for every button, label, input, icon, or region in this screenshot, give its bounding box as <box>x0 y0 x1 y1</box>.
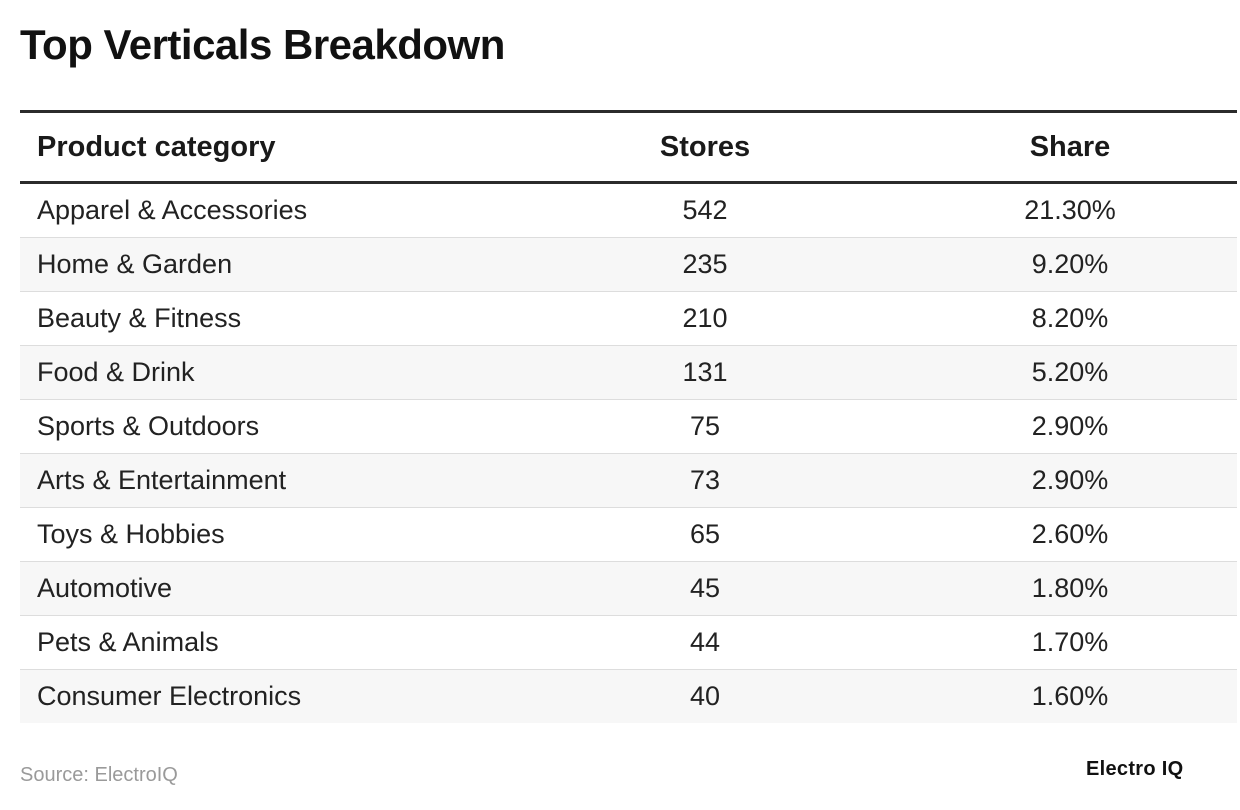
cell-share: 2.90% <box>1031 465 1109 495</box>
cell-share: 9.20% <box>1031 249 1109 279</box>
table-row: Sports & Outdoors 75 2.90% <box>20 400 1237 454</box>
cell-category: Consumer Electronics <box>37 681 302 711</box>
cell-stores: 542 <box>682 195 728 225</box>
cell-category: Toys & Hobbies <box>37 519 225 549</box>
cell-category: Sports & Outdoors <box>37 411 260 441</box>
cell-stores: 65 <box>689 519 721 549</box>
cell-stores: 75 <box>689 411 721 441</box>
cell-category: Arts & Entertainment <box>37 465 287 495</box>
cell-share: 1.70% <box>1031 627 1109 657</box>
header-stores: Stores <box>659 130 751 163</box>
cell-stores: 131 <box>682 357 728 387</box>
verticals-table: Product category Stores Share Apparel & … <box>20 110 1237 723</box>
cell-share: 1.80% <box>1031 573 1109 603</box>
cell-share: 1.60% <box>1031 681 1109 711</box>
cell-share: 2.90% <box>1031 411 1109 441</box>
cell-stores: 235 <box>682 249 728 279</box>
table-row: Beauty & Fitness 210 8.20% <box>20 292 1237 346</box>
cell-share: 21.30% <box>1024 195 1116 225</box>
table-row: Arts & Entertainment 73 2.90% <box>20 453 1237 508</box>
cell-stores: 210 <box>682 303 728 333</box>
cell-stores: 40 <box>689 681 721 711</box>
cell-category: Automotive <box>37 573 173 603</box>
table-row: Toys & Hobbies 65 2.60% <box>20 508 1237 562</box>
table-row: Food & Drink 131 5.20% <box>20 345 1237 400</box>
table-row: Automotive 45 1.80% <box>20 561 1237 616</box>
table-row: Pets & Animals 44 1.70% <box>20 616 1237 670</box>
cell-share: 2.60% <box>1031 519 1109 549</box>
source-note: Source: ElectroIQ <box>20 764 178 786</box>
table-row: Consumer Electronics 40 1.60% <box>20 669 1237 723</box>
table-row: Home & Garden 235 9.20% <box>20 237 1237 292</box>
cell-stores: 45 <box>689 573 721 603</box>
chart-title: Top Verticals Breakdown <box>20 21 505 68</box>
cell-category: Food & Drink <box>37 357 195 387</box>
cell-stores: 73 <box>689 465 721 495</box>
header-share: Share <box>1029 130 1111 163</box>
brand-logo: Electro IQ <box>1086 758 1184 780</box>
cell-category: Home & Garden <box>37 249 233 279</box>
cell-category: Beauty & Fitness <box>37 303 242 333</box>
table-header-row: Product category Stores Share <box>20 111 1237 183</box>
cell-share: 8.20% <box>1031 303 1109 333</box>
cell-category: Apparel & Accessories <box>37 195 308 225</box>
cell-share: 5.20% <box>1031 357 1109 387</box>
cell-category: Pets & Animals <box>37 627 219 657</box>
table-row: Apparel & Accessories 542 21.30% <box>20 183 1237 238</box>
cell-stores: 44 <box>689 627 721 657</box>
header-product-category: Product category <box>37 130 276 163</box>
